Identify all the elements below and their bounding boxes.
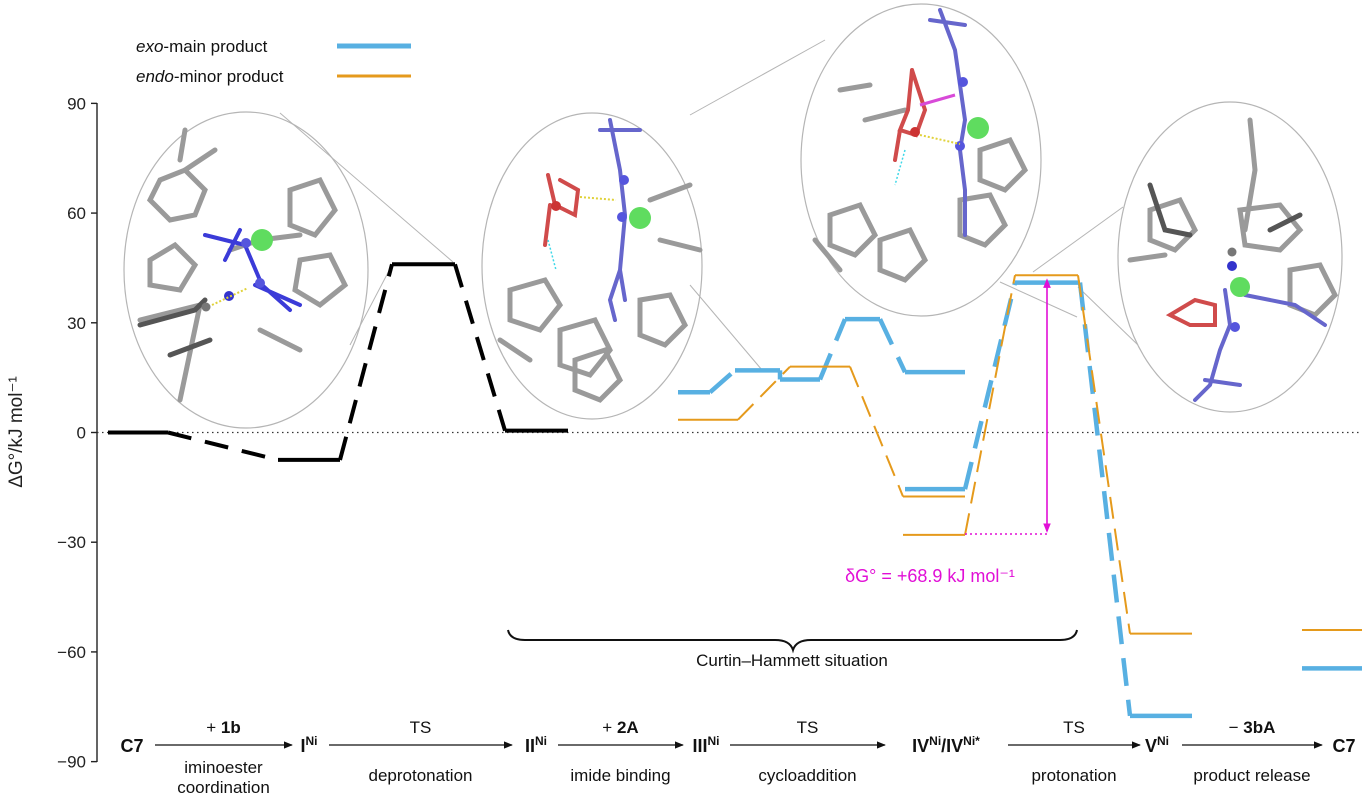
- scheme-step-above-1: TS: [410, 718, 432, 737]
- scheme-step-above-4: TS: [1063, 718, 1085, 737]
- endo-connector: [849, 366, 904, 497]
- scheme-step-below-0: coordination: [177, 778, 270, 797]
- scheme-step-below-0: iminoester: [184, 758, 263, 777]
- endo-connector: [1077, 275, 1131, 634]
- structure-insets: [123, 3, 1343, 429]
- scheme-step-above-2: + 2A: [602, 718, 638, 737]
- y-axis: 90 60 30 0 −30 −60 −90: [57, 94, 98, 772]
- scheme-state-2: IINi: [525, 734, 547, 756]
- endo-series: [678, 274, 1362, 635]
- scheme-step-above-5: − 3bA: [1229, 718, 1276, 737]
- curtin-hammett-label: Curtin–Hammett situation: [696, 651, 888, 670]
- exo-series: [678, 280, 1362, 719]
- common-connector: [453, 263, 507, 432]
- scheme-step-below-2: imide binding: [570, 766, 670, 785]
- exo-connector: [1077, 282, 1133, 717]
- scheme-state-4: IVNi/IVNi*: [912, 734, 980, 756]
- scheme-state-6: C7: [1332, 736, 1355, 756]
- common-connector: [167, 430, 279, 462]
- exo-connector: [877, 318, 908, 374]
- y-tick-label: −30: [57, 533, 86, 552]
- y-tick-label: −60: [57, 643, 86, 662]
- y-tick-label: 90: [67, 94, 86, 113]
- common-series: [108, 262, 568, 462]
- scheme-step-above-3: TS: [797, 718, 819, 737]
- scheme-state-3: IIINi: [692, 734, 719, 756]
- delta-g-annotation: δG° = +68.9 kJ mol⁻¹: [845, 278, 1051, 586]
- endo-connector: [964, 275, 1016, 536]
- reaction-scheme: C7 INi IINi IIINi IVNi/IVNi* VNi C7 + 1b iminoes…: [120, 718, 1355, 797]
- structure-inset-deprotonation-ts: [123, 111, 454, 429]
- exo-connector: [817, 318, 848, 381]
- legend-exo-label: exo-main product: [136, 37, 268, 56]
- y-tick-label: −90: [57, 753, 86, 772]
- scheme-step-above-0: + 1b: [206, 718, 241, 737]
- legend: exo-main product endo-minor product: [136, 37, 411, 86]
- exo-connector: [962, 282, 1018, 490]
- scheme-step-below-5: product release: [1193, 766, 1310, 785]
- structure-inset-protonation-ts: [1032, 101, 1343, 413]
- endo-connector: [737, 365, 791, 421]
- y-tick-label: 0: [77, 424, 86, 443]
- structure-inset-cycloaddition-ts: [800, 3, 1078, 318]
- curtin-hammett-brace: Curtin–Hammett situation: [507, 629, 1078, 670]
- y-tick-label: 60: [67, 204, 86, 223]
- scheme-state-1: INi: [300, 734, 317, 756]
- structure-inset-imide-binding: [481, 39, 826, 420]
- energy-levels: [108, 262, 1362, 719]
- scheme-state-0: C7: [120, 736, 143, 756]
- common-connector: [338, 263, 394, 461]
- scheme-step-below-4: protonation: [1031, 766, 1116, 785]
- scheme-state-5: VNi: [1145, 734, 1169, 756]
- y-axis-title: ΔG°/kJ mol⁻¹: [6, 376, 27, 488]
- legend-endo-label: endo-minor product: [136, 67, 284, 86]
- scheme-step-below-3: cycloaddition: [758, 766, 856, 785]
- exo-connector: [708, 368, 737, 394]
- y-tick-label: 30: [67, 314, 86, 333]
- delta-g-label: δG° = +68.9 kJ mol⁻¹: [845, 566, 1015, 586]
- scheme-step-below-1: deprotonation: [369, 766, 473, 785]
